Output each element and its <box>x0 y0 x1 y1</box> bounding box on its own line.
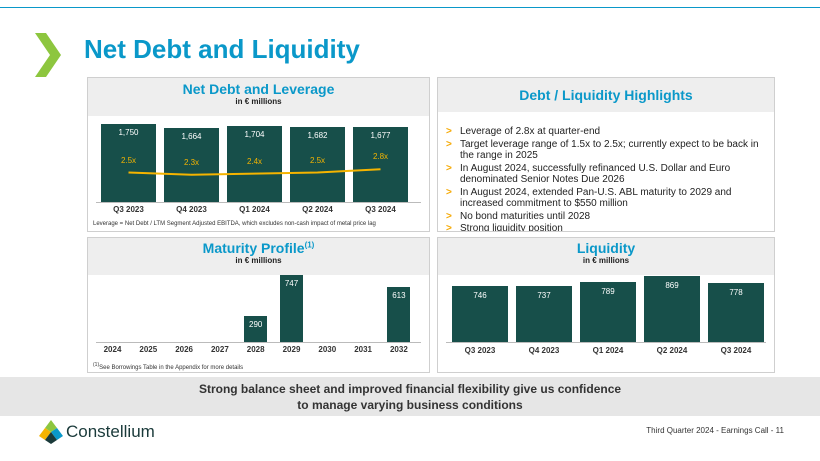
leverage-series-line <box>128 168 381 176</box>
footnote-mark: (1) <box>304 240 315 250</box>
bullet-icon: > <box>446 186 452 198</box>
top-divider <box>0 7 820 8</box>
bar-value-label: 737 <box>537 291 551 301</box>
bar-value-label: 1,750 <box>118 128 139 138</box>
panel-header: Debt / Liquidity Highlights <box>438 78 774 112</box>
x-tick-label: 2027 <box>210 345 229 354</box>
bullet-icon: > <box>446 223 452 232</box>
x-tick-label: 2032 <box>389 345 408 354</box>
page-footer: Third Quarter 2024 - Earnings Call - 11 <box>646 426 784 435</box>
x-tick-label: Q2 2024 <box>302 205 333 214</box>
leverage-footnote: Leverage = Net Debt / LTM Segment Adjust… <box>93 221 376 227</box>
x-tick-label: Q1 2024 <box>592 346 624 355</box>
leverage-value-label: 2.5x <box>309 155 326 165</box>
list-item: > No bond maturities until 2028 <box>446 210 591 222</box>
chart-subtitle: in € millions <box>582 256 630 265</box>
net-debt-leverage-panel: Net Debt and Leverage in € millions Leve… <box>87 77 430 232</box>
chart-title: Net Debt and Leverage <box>182 81 335 97</box>
list-item: > In August 2024, successfully refinanced… <box>446 162 731 186</box>
x-tick-label: 2030 <box>318 345 337 354</box>
bar-value-label: 869 <box>665 281 679 291</box>
chart-title: Liquidity <box>576 240 636 256</box>
liquidity-bar <box>516 286 572 342</box>
leverage-value-label: 2.8x <box>372 152 389 162</box>
bar-value-label: 1,664 <box>181 132 202 142</box>
x-tick-label: Q3 2024 <box>365 205 396 214</box>
x-axis <box>96 202 421 203</box>
leverage-value-label: 2.5x <box>120 155 137 165</box>
maturity-footnote: (1)See Borrowings Table in the Appendix … <box>93 362 244 371</box>
panel-header: Liquidity in € millions <box>438 238 774 275</box>
x-tick-label: Q3 2023 <box>113 205 144 214</box>
net-debt-bar <box>101 124 156 202</box>
bullet-icon: > <box>446 126 452 137</box>
x-axis <box>96 342 421 343</box>
net-debt-bar <box>353 127 408 202</box>
summary-banner: Strong balance sheet and improved financ… <box>0 377 820 416</box>
list-item: > Strong liquidity position <box>446 223 768 232</box>
bar-value-label: 1,677 <box>370 131 391 141</box>
x-tick-label: Q1 2024 <box>239 205 270 214</box>
highlights-list: > Leverage of 2.8x at quarter-end > Target… <box>446 126 768 232</box>
bar-value-label: 789 <box>601 287 615 297</box>
bullet-icon: > <box>446 138 452 150</box>
maturity-bar <box>387 286 411 342</box>
leverage-value-label: 2.3x <box>183 157 200 167</box>
leverage-value-label: 2.4x <box>246 156 263 166</box>
x-tick-label: 2029 <box>282 345 301 354</box>
bullet-icon: > <box>446 162 452 174</box>
company-name: Constellium <box>66 422 155 441</box>
bar-value-label: 746 <box>473 290 487 300</box>
bar-value-label: 290 <box>249 319 263 329</box>
x-tick-label: Q4 2023 <box>528 346 560 355</box>
highlights-panel: Debt / Liquidity Highlights > Leverage of… <box>437 77 775 232</box>
chart-subtitle: in € millions <box>235 256 282 265</box>
liquidity-bar <box>644 276 700 342</box>
panel-header: Net Debt and Leverage in € millions <box>88 78 429 116</box>
chart-title: Maturity Profile(1) <box>202 240 315 256</box>
bar-value-label: 613 <box>392 290 406 300</box>
x-axis <box>446 342 766 343</box>
maturity-bar <box>280 274 303 342</box>
bar-value-label: 1,682 <box>307 131 328 141</box>
chart-subtitle: in € millions <box>235 97 282 106</box>
leverage-line-svg <box>128 168 381 176</box>
x-tick-label: 2026 <box>175 345 193 354</box>
list-item: > In August 2024, extended Pan-U.S. ABL m… <box>446 186 732 210</box>
net-debt-bar <box>164 128 219 202</box>
panel-header: Maturity Profile(1) in € millions <box>88 238 429 275</box>
liquidity-bar <box>580 282 636 342</box>
bar-value-label: 778 <box>729 288 743 298</box>
net-debt-bar <box>290 127 345 202</box>
liquidity-bar <box>708 283 764 342</box>
liquidity-panel: Liquidity in € millions 746 Q3 2023 737 Q4 … <box>437 237 775 373</box>
x-tick-label: Q3 2023 <box>464 346 496 355</box>
x-tick-label: 2024 <box>103 345 122 354</box>
x-tick-label: 2025 <box>139 345 158 354</box>
net-debt-bar <box>227 126 282 202</box>
x-tick-label: Q3 2024 <box>720 346 752 355</box>
x-tick-label: 2031 <box>354 345 372 354</box>
list-item: > Leverage of 2.8x at quarter-end <box>446 126 601 137</box>
page-title: Net Debt and Liquidity <box>84 34 360 64</box>
bullet-icon: > <box>446 210 452 222</box>
highlights-title: Debt / Liquidity Highlights <box>519 87 693 103</box>
chevron-logo-icon <box>35 33 61 77</box>
constellium-logo-icon <box>39 420 63 444</box>
liquidity-bar <box>452 285 508 342</box>
x-tick-label: 2028 <box>246 345 265 354</box>
x-tick-label: Q4 2023 <box>176 205 207 214</box>
maturity-profile-panel: Maturity Profile(1) in € millions (1)See… <box>87 237 430 373</box>
bar-value-label: 1,704 <box>244 130 265 140</box>
x-tick-label: Q2 2024 <box>656 346 688 355</box>
bar-value-label: 747 <box>284 278 299 288</box>
maturity-bar <box>244 315 268 342</box>
list-item: > Target leverage range of 1.5x to 2.5x; … <box>446 138 759 162</box>
